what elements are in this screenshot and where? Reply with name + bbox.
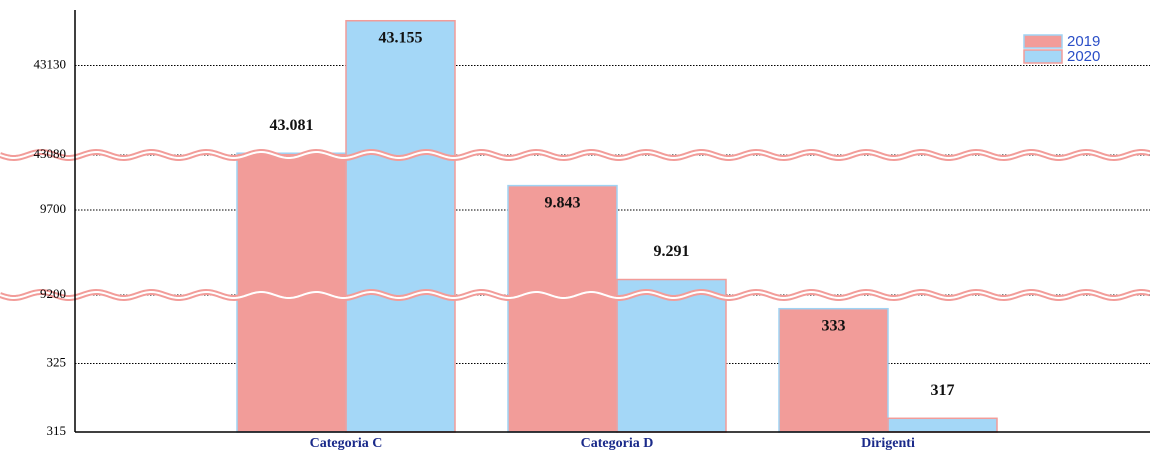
bar [616,278,727,433]
value-label: 333 [822,317,846,334]
y-tick-label: 43080 [34,146,67,161]
y-tick-label: 9700 [40,201,66,216]
legend-label: 2019 [1067,33,1100,50]
x-tick-label: Categoria D [581,436,654,451]
value-label: 317 [931,382,955,399]
break-gap [0,150,1150,160]
value-label: 9.843 [545,194,581,211]
bars [236,19,998,433]
legend-swatch [1023,34,1063,49]
break-gap [0,290,1150,300]
y-tick-label: 9200 [40,286,66,301]
labels: 315 325 9200 9700 43080 43130 43.081 9.843 333 43… [34,29,1101,451]
bar [887,417,998,433]
value-label: 43.081 [270,117,314,134]
x-tick-label: Categoria C [310,436,383,451]
bar [507,184,618,433]
axis-breaks [0,148,1150,302]
bar [778,307,889,433]
legend-label: 2020 [1067,48,1100,65]
bar [345,19,456,433]
legend-swatch [1023,49,1063,64]
x-tick-label: Dirigenti [861,436,915,451]
value-label: 43.155 [379,29,423,46]
value-label: 9.291 [654,243,690,260]
y-tick-label: 43130 [34,56,67,71]
y-tick-label: 315 [47,423,67,438]
y-tick-label: 325 [47,354,67,369]
